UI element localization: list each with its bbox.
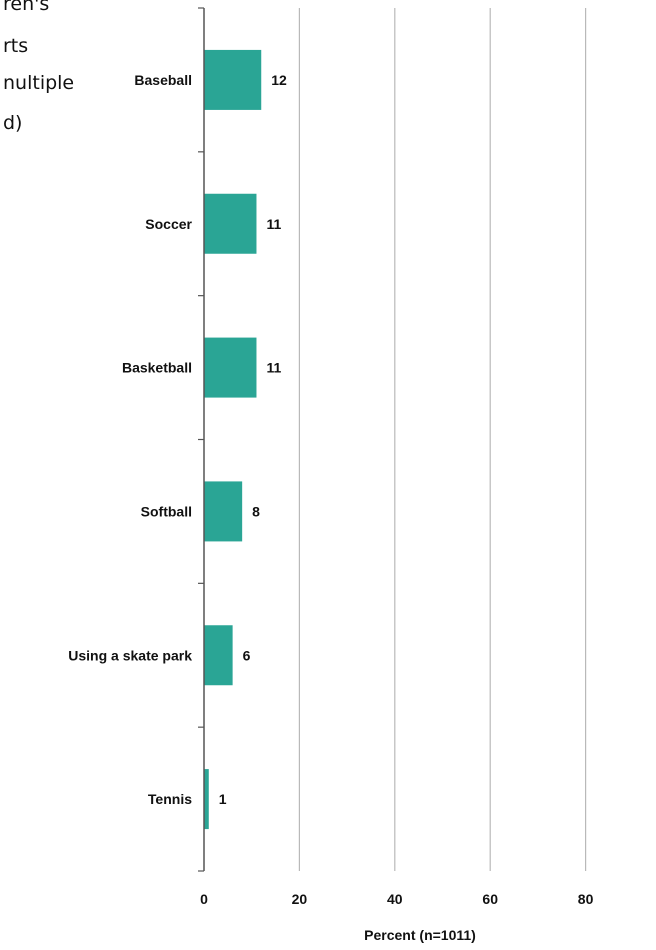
bar-using-a-skate-park	[204, 625, 233, 686]
data-label: 6	[243, 647, 251, 663]
bar-baseball	[204, 49, 262, 110]
x-tick-label: 80	[578, 891, 594, 907]
x-tick-labels: 020406080100	[200, 891, 594, 907]
title-fragment-3: nultiple	[3, 72, 75, 94]
data-label: 8	[252, 503, 260, 519]
x-axis-label: Percent (n=1011)	[364, 927, 476, 943]
data-label: 11	[266, 360, 281, 376]
bars	[204, 49, 262, 830]
bar-basketball	[204, 337, 257, 398]
category-label: Using a skate park	[68, 647, 192, 663]
category-label: Baseball	[134, 72, 192, 88]
bar-softball	[204, 481, 243, 542]
bar-soccer	[204, 193, 257, 254]
data-label: 12	[271, 72, 287, 88]
data-label: 1	[219, 791, 227, 807]
x-tick-label: 40	[387, 891, 403, 907]
category-ticks: Baseball Soccer Basketball Softball Using a …	[68, 7, 204, 872]
category-label: Basketball	[122, 360, 192, 376]
title-fragment-2: rts	[3, 35, 29, 57]
category-label: Tennis	[148, 791, 192, 807]
bar-tennis	[204, 769, 209, 830]
title-fragment-4: d)	[3, 112, 23, 134]
category-label: Soccer	[145, 216, 192, 232]
x-tick-label: 0	[200, 891, 208, 907]
category-label: Softball	[141, 503, 192, 519]
value-labels: 12 11 11 8 6 1	[219, 72, 287, 807]
x-tick-label: 60	[482, 891, 498, 907]
data-label: 11	[266, 216, 281, 232]
x-tick-label: 20	[292, 891, 308, 907]
gridlines	[298, 8, 587, 871]
title-fragment-1: ren's	[3, 0, 50, 15]
